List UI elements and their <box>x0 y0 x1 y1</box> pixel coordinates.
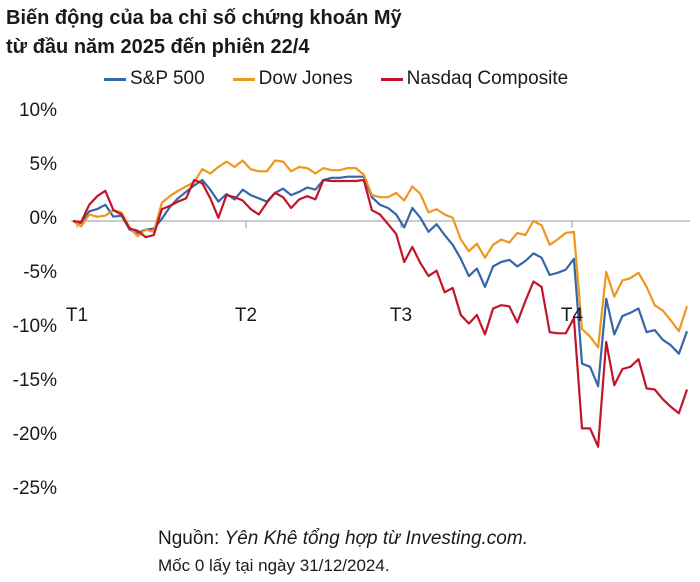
source-prefix: Nguồn: <box>158 528 225 549</box>
source-note: Nguồn: Yên Khê tổng hợp từ Investing.com… <box>158 528 528 550</box>
series-line-nasdaq <box>72 178 689 448</box>
legend-item-sp500: S&P 500 <box>104 68 205 90</box>
y-tick-label: -15% <box>12 370 57 391</box>
chart-title: Biến động của ba chỉ số chứng khoán Mỹ t… <box>6 4 402 62</box>
y-tick-label: -25% <box>12 478 57 499</box>
y-tick-label: 5% <box>29 154 57 175</box>
series-line-sp500 <box>72 175 689 388</box>
baseline-note: Mốc 0 lấy tại ngày 31/12/2024. <box>158 556 390 575</box>
chart-title-line-2: từ đầu năm 2025 đến phiên 22/4 <box>6 36 310 58</box>
legend-swatch-dow-jones <box>232 77 255 81</box>
legend-item-nasdaq: Nasdaq Composite <box>380 68 569 90</box>
source-text: Yên Khê tổng hợp từ Investing.com. <box>224 528 528 549</box>
x-tick-label: T1 <box>65 305 89 326</box>
chart-legend: S&P 500 Dow Jones Nasdaq Composite <box>104 68 596 90</box>
x-tick-label: T3 <box>389 305 413 326</box>
series-line-dow-jones <box>72 159 689 349</box>
y-tick-label: 10% <box>18 100 57 121</box>
legend-swatch-sp500 <box>104 77 126 81</box>
y-tick-label: -10% <box>12 316 57 337</box>
legend-label-nasdaq: Nasdaq Composite <box>406 68 569 89</box>
legend-item-dow-jones: Dow Jones <box>232 68 353 90</box>
y-tick-label: -5% <box>23 262 57 283</box>
chart-title-line-1: Biến động của ba chỉ số chứng khoán Mỹ <box>6 7 402 29</box>
legend-label-sp500: S&P 500 <box>130 68 205 89</box>
series-layer <box>72 159 689 448</box>
y-tick-label: -20% <box>12 424 57 445</box>
legend-label-dow-jones: Dow Jones <box>258 68 353 89</box>
x-tick-label: T2 <box>234 305 258 326</box>
legend-swatch-nasdaq <box>380 77 403 81</box>
x-tick-label: T4 <box>560 305 584 326</box>
y-tick-label: 0% <box>29 208 57 229</box>
